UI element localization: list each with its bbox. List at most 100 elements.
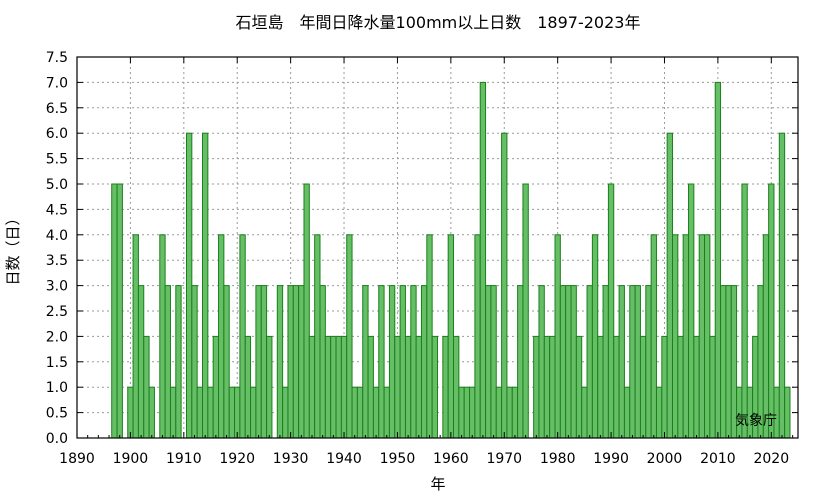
bar-1918 (223, 285, 230, 439)
bar-1940 (340, 335, 348, 439)
bar-1917 (218, 234, 225, 439)
bar-1990 (607, 183, 615, 439)
bar-1992 (618, 285, 625, 439)
x-tick-label: 1980 (540, 451, 576, 467)
bar-2012 (725, 285, 732, 439)
bar-1909 (175, 285, 182, 439)
bar-1950 (394, 335, 401, 439)
bar-1933 (303, 183, 310, 439)
bar-1955 (420, 285, 428, 439)
y-axis-title: 日数（日） (4, 210, 22, 285)
bar-1980 (554, 234, 561, 439)
bar-1922 (244, 335, 252, 439)
bar-1951 (399, 285, 406, 439)
bar-1963 (463, 386, 471, 439)
y-tick-label: 3.0 (46, 279, 68, 295)
bar-1981 (559, 285, 567, 439)
bar-1926 (266, 335, 273, 439)
bar-1997 (645, 285, 652, 439)
bar-2007 (698, 234, 706, 439)
bar-1984 (575, 335, 583, 439)
bar-1964 (469, 386, 476, 439)
bar-1965 (474, 234, 481, 439)
bar-1952 (404, 335, 412, 439)
bar-1939 (335, 335, 342, 439)
bar-1995 (634, 285, 641, 439)
x-tick-label: 1910 (166, 451, 202, 467)
bar-1925 (260, 285, 268, 439)
bar-1913 (196, 386, 204, 439)
x-tick-label: 1890 (59, 451, 95, 467)
ticks (76, 56, 798, 439)
bar-2006 (693, 335, 700, 439)
y-tick-label: 5.0 (46, 177, 68, 193)
bar-1962 (458, 386, 465, 439)
bar-1956 (426, 234, 433, 439)
y-tick-label: 4.5 (46, 202, 68, 218)
y-tick-label: 6.5 (46, 101, 68, 117)
y-tick-label: 2.0 (46, 329, 68, 345)
x-tick-label: 1950 (380, 451, 416, 467)
bar-2011 (720, 285, 727, 439)
bar-1924 (255, 285, 262, 439)
x-tick-label: 1960 (433, 451, 469, 467)
bar-1968 (490, 285, 497, 439)
y-tick-label: 1.5 (46, 355, 68, 371)
bar-1920 (234, 386, 241, 439)
bar-1976 (533, 335, 540, 439)
y-tick-label: 1.0 (46, 380, 68, 396)
bar-1942 (351, 386, 358, 439)
bar-1972 (511, 386, 519, 439)
bar-1970 (501, 132, 508, 439)
bar-1954 (415, 335, 422, 439)
bar-1937 (324, 335, 332, 439)
bar-2008 (704, 234, 711, 439)
bar-1994 (629, 285, 636, 439)
bar-1930 (287, 285, 294, 439)
bar-1993 (623, 386, 631, 439)
bar-2001 (666, 132, 673, 439)
bar-1960 (447, 234, 455, 439)
bar-1969 (495, 386, 503, 439)
bar-1978 (543, 335, 551, 439)
x-axis-title: 年 (430, 475, 445, 493)
bar-1907 (164, 285, 171, 439)
bar-1961 (453, 335, 460, 439)
bar-1921 (239, 234, 246, 439)
bar-1904 (148, 386, 155, 439)
y-tick-label: 5.5 (46, 152, 68, 168)
x-tick-label: 1920 (219, 451, 255, 467)
bar-1971 (506, 386, 513, 439)
y-tick-label: 6.0 (46, 126, 68, 142)
bar-1974 (522, 183, 529, 439)
bar-1967 (485, 285, 492, 439)
y-tick-label: 7.5 (46, 50, 68, 66)
bar-1947 (378, 285, 385, 439)
bar-1932 (298, 285, 305, 439)
bar-1903 (143, 335, 150, 439)
bar-1987 (591, 234, 599, 439)
bar-2004 (682, 234, 690, 439)
plot-frame (76, 56, 799, 439)
bar-1988 (597, 335, 604, 439)
bar-1914 (202, 132, 209, 439)
bar-1898 (116, 183, 123, 439)
bar-1915 (207, 386, 214, 439)
bar-2003 (677, 335, 684, 439)
bar-1900 (127, 386, 134, 439)
bar-1936 (319, 285, 326, 439)
chart-title: 石垣島 年間日降水量100mm以上日数 1897-2023年 (236, 13, 641, 32)
tick-labels: 0.0 0.5 1.0 1.5 2.0 2.5 3.0 3.5 4.0 4.5 5.0 5.5 6.0 6… (46, 50, 789, 467)
bar-1928 (276, 285, 284, 439)
bar-2023 (784, 386, 791, 439)
bar-2002 (671, 234, 679, 439)
bar-1931 (292, 285, 300, 439)
bar-1935 (314, 234, 321, 439)
bar-1991 (613, 335, 620, 439)
bar-1999 (655, 386, 663, 439)
bar-1966 (479, 81, 487, 439)
bar-1959 (442, 335, 449, 439)
x-tick-label: 1930 (273, 451, 309, 467)
bar-1985 (581, 386, 588, 439)
x-tick-label: 2000 (647, 451, 683, 467)
